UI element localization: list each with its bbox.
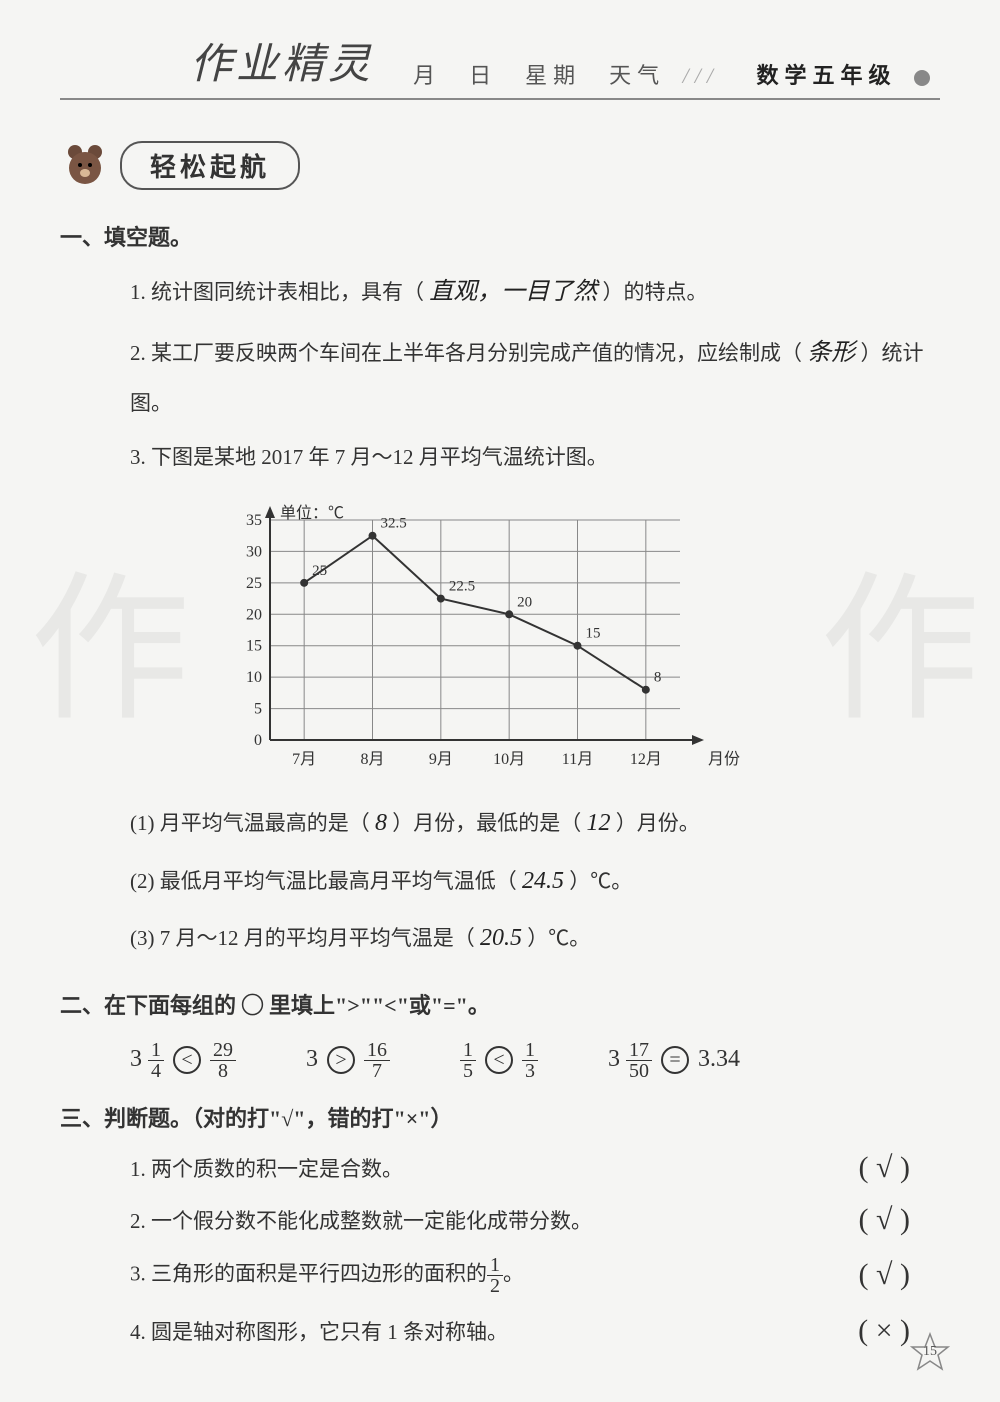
sub-questions: (1) 月平均气温最高的是（ 8 ）月份，最低的是（ 12 ）月份。 (2) 最…: [130, 795, 940, 968]
judge-item: 3. 三角形的面积是平行四边形的面积的12。 ( √ ): [130, 1255, 940, 1296]
compare-item: 15 < 13: [460, 1040, 538, 1081]
svg-text:32.5: 32.5: [381, 516, 407, 532]
q2: 2. 某工厂要反映两个车间在上半年各月分别完成产值的情况，应绘制成（ 条形 ）统…: [130, 327, 940, 426]
hatch-icon: ///: [683, 63, 719, 89]
svg-text:12月: 12月: [630, 751, 662, 768]
sub1-a1: 8: [375, 810, 387, 836]
q1-suffix: ）的特点。: [603, 280, 708, 304]
sub2-answer: 24.5: [522, 868, 564, 894]
svg-text:5: 5: [254, 701, 262, 718]
compare-item: 3 14 < 298: [130, 1040, 236, 1081]
judge-mark: ( √ ): [859, 1151, 910, 1185]
svg-text:10: 10: [246, 669, 262, 686]
section-3-heading: 三、判断题。（对的打"√"，错的打"×"）: [60, 1101, 940, 1133]
judge-item: 1. 两个质数的积一定是合数。 ( √ ): [130, 1151, 940, 1185]
svg-text:30: 30: [246, 543, 262, 560]
sub1-suffix: ）月份。: [616, 811, 700, 835]
date-labels: 月 日 星期 天气: [413, 63, 665, 88]
compare-row: 3 14 < 298 3 > 167 15 < 13 3 1750 = 3.34: [130, 1040, 940, 1081]
svg-text:8月: 8月: [360, 751, 384, 768]
q1-prefix: 1. 统计图同统计表相比，具有（: [130, 280, 424, 304]
svg-text:月份: 月份: [708, 750, 740, 768]
svg-text:20: 20: [517, 594, 532, 610]
sub3-suffix: ）℃。: [527, 926, 590, 950]
svg-text:25: 25: [312, 563, 327, 579]
section-1-questions: 1. 统计图同统计表相比，具有（ 直观，一目了然 ）的特点。 2. 某工厂要反映…: [130, 266, 940, 480]
svg-text:10月: 10月: [493, 751, 525, 768]
chart-svg: 0 5 10 15 20 25 30 35 7月 8月 9月 10月 11月 12月 单位：℃ 月份 25 32.…: [220, 500, 740, 780]
header-labels: 月 日 星期 天气 /// 数学五年级: [413, 58, 930, 90]
compare-item: 3 1750 = 3.34: [608, 1040, 740, 1081]
sub1: (1) 月平均气温最高的是（ 8 ）月份，最低的是（ 12 ）月份。: [130, 795, 940, 853]
watermark: 作: [30, 520, 190, 752]
dot-icon: [914, 70, 930, 86]
badge-text: 轻松起航: [120, 141, 300, 190]
compare-item: 3 > 167: [306, 1040, 390, 1081]
judge-mark: ( × ): [858, 1314, 910, 1348]
sub1-a2: 12: [587, 810, 611, 836]
svg-text:20: 20: [246, 606, 262, 623]
svg-text:8: 8: [654, 670, 662, 686]
page-header: 作业精灵 月 日 星期 天气 /// 数学五年级: [60, 40, 940, 100]
judge-item: 2. 一个假分数不能化成整数就一定能化成带分数。 ( √ ): [130, 1203, 940, 1237]
compare-op: <: [173, 1046, 201, 1074]
sub2-suffix: ）℃。: [569, 869, 632, 893]
handwriting-title: 作业精灵: [190, 30, 374, 91]
grade-label: 数学五年级: [756, 63, 896, 88]
svg-text:15: 15: [246, 638, 262, 655]
judge-list: 1. 两个质数的积一定是合数。( √ )2. 一个假分数不能化成整数就一定能化成…: [130, 1151, 940, 1348]
q1-answer: 直观，一目了然: [429, 279, 597, 305]
sub2-prefix: (2) 最低月平均气温比最高月平均气温低（: [130, 869, 517, 893]
sub2: (2) 最低月平均气温比最高月平均气温低（ 24.5 ）℃。: [130, 853, 940, 911]
svg-text:35: 35: [246, 512, 262, 529]
svg-text:9月: 9月: [429, 751, 453, 768]
svg-text:22.5: 22.5: [449, 579, 475, 595]
sub3-prefix: (3) 7 月～12 月的平均月平均气温是（: [130, 926, 475, 950]
svg-text:11月: 11月: [562, 751, 593, 768]
svg-text:25: 25: [246, 575, 262, 592]
q2-answer: 条形: [807, 340, 855, 366]
judge-text: 3. 三角形的面积是平行四边形的面积的12。: [130, 1255, 524, 1296]
svg-text:单位：℃: 单位：℃: [280, 504, 344, 522]
judge-mark: ( √ ): [859, 1203, 910, 1237]
section-badge: 轻松起航: [60, 140, 940, 190]
page-number-star: 15: [910, 1332, 950, 1372]
compare-op: <: [485, 1046, 513, 1074]
judge-mark: ( √ ): [859, 1258, 910, 1292]
judge-item: 4. 圆是轴对称图形，它只有 1 条对称轴。 ( × ): [130, 1314, 940, 1348]
svg-text:7月: 7月: [292, 751, 316, 768]
svg-text:15: 15: [586, 626, 601, 642]
q1: 1. 统计图同统计表相比，具有（ 直观，一目了然 ）的特点。: [130, 266, 940, 319]
sub3: (3) 7 月～12 月的平均月平均气温是（ 20.5 ）℃。: [130, 910, 940, 968]
worksheet-page: 作 作 作业精灵 月 日 星期 天气 /// 数学五年级 轻松起航 一、填空题。…: [0, 0, 1000, 1402]
page-number: 15: [910, 1332, 950, 1372]
judge-text: 4. 圆是轴对称图形，它只有 1 条对称轴。: [130, 1316, 508, 1346]
compare-op: >: [327, 1046, 355, 1074]
compare-op: =: [661, 1046, 689, 1074]
section-2-heading: 二、在下面每组的 ◯ 里填上">""<"或"="。: [60, 988, 940, 1020]
temperature-chart: 0 5 10 15 20 25 30 35 7月 8月 9月 10月 11月 12月 单位：℃ 月份 25 32.…: [220, 500, 940, 785]
judge-text: 2. 一个假分数不能化成整数就一定能化成带分数。: [130, 1205, 592, 1235]
sub3-answer: 20.5: [480, 925, 522, 951]
judge-text: 1. 两个质数的积一定是合数。: [130, 1153, 403, 1183]
q2-prefix: 2. 某工厂要反映两个车间在上半年各月分别完成产值的情况，应绘制成（: [130, 341, 802, 365]
sub1-mid: ）月份，最低的是（: [392, 811, 581, 835]
bear-icon: [60, 140, 110, 190]
q3: 3. 下图是某地 2017 年 7 月～12 月平均气温统计图。: [130, 434, 940, 480]
section-1-heading: 一、填空题。: [60, 220, 940, 252]
svg-text:0: 0: [254, 732, 262, 749]
sub1-prefix: (1) 月平均气温最高的是（: [130, 811, 370, 835]
